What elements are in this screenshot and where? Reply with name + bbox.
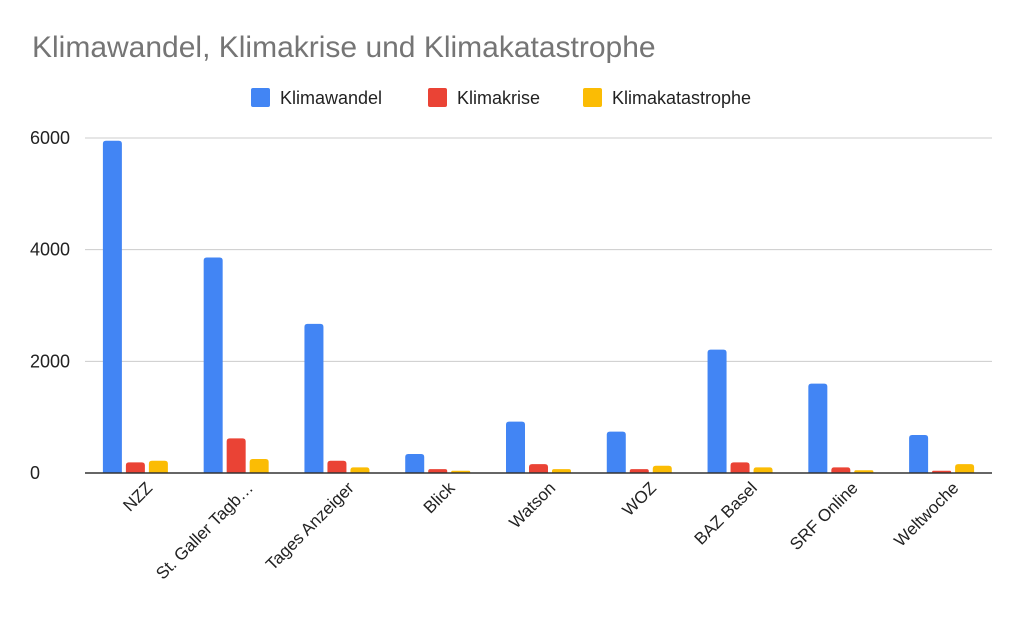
bar — [753, 467, 773, 473]
bar — [405, 454, 425, 473]
bar — [909, 435, 929, 473]
x-tick-label: NZZ — [119, 478, 156, 515]
bar — [808, 383, 828, 473]
chart-title: Klimawandel, Klimakrise und Klimakatastr… — [32, 31, 656, 64]
bar — [831, 467, 851, 473]
bar — [606, 431, 626, 473]
y-tick-label: 4000 — [30, 240, 70, 260]
bar — [428, 469, 448, 473]
bar — [552, 469, 571, 473]
x-tick-label: SRF Online — [786, 478, 862, 554]
bar — [629, 469, 649, 473]
bar — [226, 438, 246, 473]
bars — [102, 140, 975, 473]
bar — [148, 460, 168, 473]
x-tick-label: St. Galler Tagb… — [152, 478, 257, 583]
legend: Klimawandel Klimakrise Klimakatastrophe — [251, 88, 751, 108]
bar — [730, 462, 750, 473]
bar — [327, 460, 347, 473]
legend-label: Klimakrise — [457, 88, 540, 108]
bar — [203, 257, 223, 473]
bar — [506, 421, 525, 473]
y-tick-label: 6000 — [30, 128, 70, 148]
legend-swatch — [428, 88, 447, 107]
gridlines — [85, 137, 992, 362]
bar — [652, 465, 672, 473]
x-tick-label: Watson — [506, 478, 560, 532]
legend-label: Klimakatastrophe — [612, 88, 751, 108]
bar — [529, 464, 548, 473]
x-tick-label: Blick — [420, 478, 459, 517]
bar — [707, 349, 727, 473]
bar — [955, 464, 975, 473]
x-tick-label: Tages Anzeiger — [262, 478, 358, 574]
y-tick-label: 0 — [30, 463, 40, 483]
bar — [102, 140, 122, 473]
legend-label: Klimawandel — [280, 88, 382, 108]
y-tick-label: 2000 — [30, 351, 70, 371]
bar — [125, 462, 145, 473]
bar — [304, 323, 324, 473]
x-tick-label: Weltwoche — [890, 478, 962, 550]
y-axis-ticks: 0 2000 4000 6000 — [30, 128, 70, 483]
bar — [350, 467, 370, 473]
legend-swatch — [251, 88, 270, 107]
bar — [249, 459, 269, 473]
x-tick-label: WOZ — [619, 478, 660, 519]
x-tick-label: BAZ Basel — [691, 478, 761, 548]
legend-swatch — [583, 88, 602, 107]
